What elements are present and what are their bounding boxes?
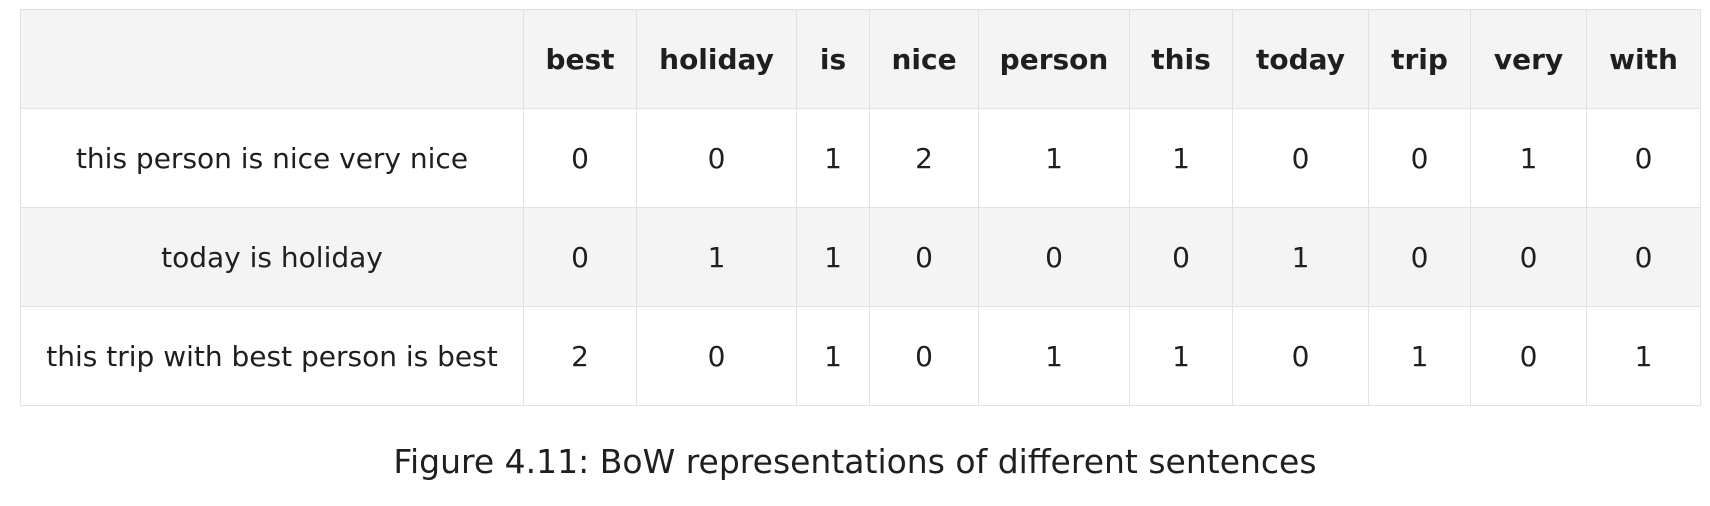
column-header-with: with	[1586, 9, 1701, 109]
column-header-today: today	[1232, 9, 1369, 109]
count-cell: 0	[1470, 207, 1587, 307]
count-cell: 0	[1232, 306, 1369, 406]
sentence-cell: this person is nice very nice	[20, 108, 524, 208]
header-row: best holiday is nice person this today t…	[20, 9, 1701, 109]
column-header-best: best	[523, 9, 637, 109]
count-cell: 0	[1232, 108, 1369, 208]
count-cell: 2	[869, 108, 979, 208]
table-row: this person is nice very nice 0 0 1 2 1 …	[20, 108, 1701, 208]
count-cell: 1	[978, 108, 1130, 208]
count-cell: 0	[523, 207, 637, 307]
count-cell: 0	[1470, 306, 1587, 406]
count-cell: 0	[636, 306, 797, 406]
sentence-cell: today is holiday	[20, 207, 524, 307]
count-cell: 0	[1368, 207, 1471, 307]
column-header-is: is	[796, 9, 870, 109]
column-header-trip: trip	[1368, 9, 1471, 109]
corner-header-cell	[20, 9, 524, 109]
count-cell: 1	[1368, 306, 1471, 406]
count-cell: 1	[636, 207, 797, 307]
column-header-person: person	[978, 9, 1130, 109]
column-header-very: very	[1470, 9, 1587, 109]
count-cell: 0	[1586, 207, 1701, 307]
count-cell: 1	[978, 306, 1130, 406]
count-cell: 0	[636, 108, 797, 208]
sentence-cell: this trip with best person is best	[20, 306, 524, 406]
count-cell: 1	[796, 306, 870, 406]
column-header-holiday: holiday	[636, 9, 797, 109]
count-cell: 0	[1129, 207, 1233, 307]
count-cell: 0	[978, 207, 1130, 307]
count-cell: 0	[869, 306, 979, 406]
count-cell: 1	[1129, 108, 1233, 208]
column-header-this: this	[1129, 9, 1233, 109]
count-cell: 1	[1586, 306, 1701, 406]
figure-caption: Figure 4.11: BoW representations of diff…	[393, 442, 1317, 481]
count-cell: 1	[1129, 306, 1233, 406]
count-cell: 2	[523, 306, 637, 406]
table-row: today is holiday 0 1 1 0 0 0 1 0 0 0	[20, 207, 1701, 307]
table-row: this trip with best person is best 2 0 1…	[20, 306, 1701, 406]
count-cell: 0	[869, 207, 979, 307]
count-cell: 0	[523, 108, 637, 208]
column-header-nice: nice	[869, 9, 979, 109]
count-cell: 1	[1470, 108, 1587, 208]
count-cell: 0	[1368, 108, 1471, 208]
bow-table: best holiday is nice person this today t…	[20, 9, 1701, 406]
count-cell: 0	[1586, 108, 1701, 208]
count-cell: 1	[796, 108, 870, 208]
count-cell: 1	[1232, 207, 1369, 307]
count-cell: 1	[796, 207, 870, 307]
